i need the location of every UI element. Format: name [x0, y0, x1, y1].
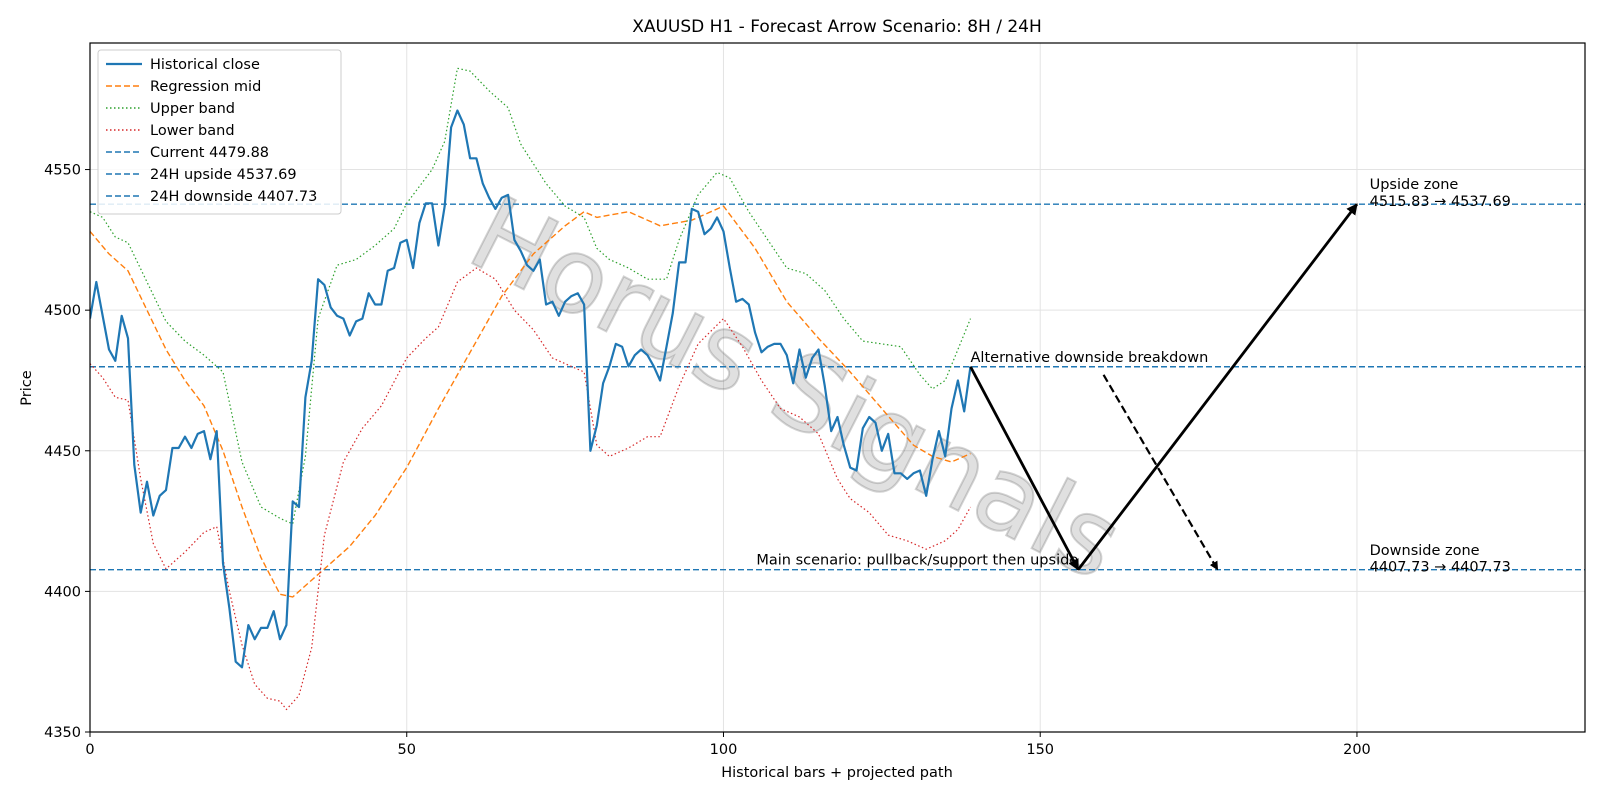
scenario-arrow-main-down	[969, 366, 1080, 571]
chart-title: XAUUSD H1 - Forecast Arrow Scenario: 8H …	[632, 17, 1042, 37]
x-tick-label: 150	[1026, 742, 1054, 758]
annotation-main-scenario: Main scenario: pullback/support then ups…	[756, 553, 1078, 569]
annotations: Main scenario: pullback/support then ups…	[756, 177, 1511, 575]
legend-label: Historical close	[150, 57, 260, 73]
legend-label: Lower band	[150, 123, 235, 139]
legend-label: 24H upside 4537.69	[150, 167, 297, 183]
plot-frame	[89, 42, 1586, 733]
legend-label: 24H downside 4407.73	[150, 189, 317, 205]
y-tick-label: 4350	[44, 725, 81, 741]
legend-label: Upper band	[150, 101, 235, 117]
series-line	[90, 67, 972, 525]
watermark: Horus Signals	[452, 172, 1141, 604]
series-lines	[90, 67, 972, 711]
x-tick-label: 50	[398, 742, 416, 758]
scenario-arrow-alt-down	[1102, 374, 1219, 571]
y-tick-label: 4500	[44, 303, 81, 319]
annotation-upside-zone-label: Upside zone	[1370, 177, 1459, 193]
x-tick-label: 0	[85, 742, 94, 758]
x-tick-label: 200	[1343, 742, 1371, 758]
series-line	[90, 109, 972, 669]
y-tick-label: 4550	[44, 163, 81, 179]
annotation-downside-zone-range: 4407.73 → 4407.73	[1370, 560, 1511, 576]
scenario-arrow-main-up	[1077, 203, 1359, 571]
series-line	[90, 267, 972, 711]
legend-label: Current 4479.88	[150, 145, 269, 161]
series-line	[90, 205, 971, 598]
legend-label: Regression mid	[150, 79, 261, 95]
legend: Historical close Regression mid Upper band…	[97, 49, 342, 215]
scenario-arrows	[969, 203, 1359, 571]
y-axis-label: Price	[19, 370, 35, 405]
annotation-upside-zone-range: 4515.83 → 4537.69	[1370, 194, 1511, 210]
x-axis-label: Historical bars + projected path	[721, 765, 953, 781]
level-lines	[90, 203, 1585, 571]
y-tick-label: 4400	[44, 584, 81, 600]
annotation-alt-breakdown: Alternative downside breakdown	[971, 350, 1209, 366]
x-axis-ticks: 0 50 100 150 200	[85, 732, 1371, 758]
y-axis-ticks: 4350 4400 4450 4500 4550	[44, 163, 90, 741]
y-tick-label: 4450	[44, 444, 81, 460]
legend-box	[97, 49, 342, 215]
x-tick-label: 100	[710, 742, 738, 758]
annotation-downside-zone-label: Downside zone	[1370, 543, 1480, 559]
